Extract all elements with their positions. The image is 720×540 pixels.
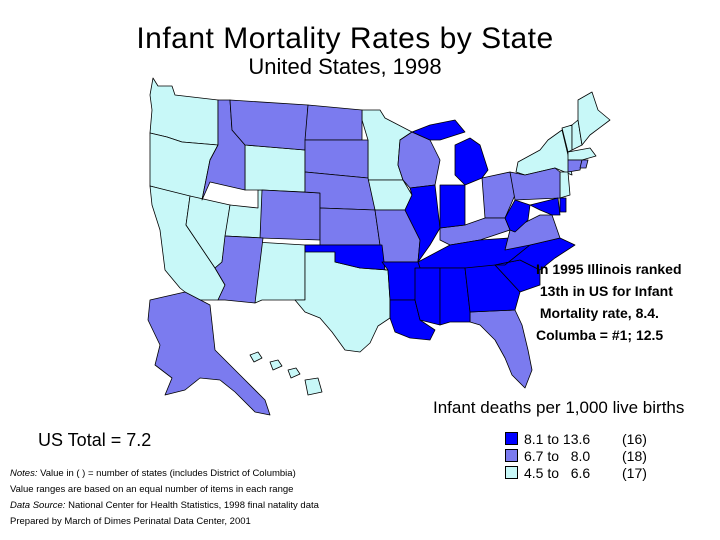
- legend-swatch-mid: [505, 449, 518, 462]
- state-montana: [229, 99, 309, 151]
- state-virginia: [504, 214, 561, 251]
- state-kansas: [319, 207, 381, 246]
- legend-range-high: 8.1 to 13.6: [524, 430, 591, 447]
- state-hawaii-2: [269, 359, 283, 371]
- state-wyoming: [244, 144, 306, 193]
- footnote-notes-text: Value in ( ) = number of states (include…: [37, 468, 296, 479]
- state-new-jersey: [559, 171, 571, 199]
- legend-range-low: 4.5 to 6.6: [524, 464, 591, 481]
- legend-title: Infant deaths per 1,000 live births: [433, 398, 685, 417]
- state-michigan-upper: [411, 119, 466, 141]
- footnote-prepared: Prepared by March of Dimes Perinatal Dat…: [10, 516, 251, 527]
- legend-count-low: (17): [622, 464, 647, 481]
- state-south-dakota: [304, 139, 369, 179]
- legend-count-mid: (18): [622, 447, 647, 464]
- state-maine: [577, 91, 611, 146]
- legend-swatch-high: [505, 432, 518, 445]
- legend-item-low: 4.5 to 6.6 (17): [505, 464, 672, 481]
- chart-title: Infant Mortality Rates by State: [136, 22, 554, 55]
- footnotes: Notes: Value in ( ) = number of states (…: [10, 466, 319, 530]
- state-hawaii-1: [249, 351, 263, 363]
- state-iowa: [367, 179, 413, 211]
- state-alaska: [147, 291, 271, 416]
- state-ohio: [481, 171, 516, 219]
- footnote-notes-label: Notes:: [10, 468, 38, 479]
- state-michigan: [454, 137, 489, 186]
- state-utah: [224, 189, 266, 239]
- footnote-source-label: Data Source:: [10, 500, 66, 511]
- state-delaware: [559, 197, 567, 213]
- legend-item-mid: 6.7 to 8.0 (18): [505, 447, 672, 464]
- footnote-notes: Notes: Value in ( ) = number of states (…: [10, 466, 319, 482]
- legend-range-mid: 6.7 to 8.0: [524, 447, 591, 464]
- state-new-york: [515, 129, 573, 176]
- illinois-note: In 1995 Illinois ranked 13th in US for I…: [536, 261, 682, 343]
- footnote-source: Data Source: National Center for Health …: [10, 498, 319, 514]
- state-hawaii-3: [287, 367, 301, 379]
- state-oklahoma: [304, 244, 389, 271]
- state-florida: [469, 309, 533, 389]
- state-north-dakota: [304, 104, 363, 141]
- footnote-source-text: National Center for Health Statistics, 1…: [65, 500, 319, 511]
- state-mississippi: [414, 267, 441, 326]
- state-colorado: [259, 189, 321, 241]
- state-hawaii-4: [304, 377, 323, 396]
- footnote-ranges: Value ranges are based on an equal numbe…: [10, 484, 294, 495]
- state-georgia: [464, 264, 521, 313]
- state-alabama: [439, 267, 471, 326]
- chart-subtitle: United States, 1998: [248, 54, 442, 79]
- state-west-virginia: [504, 199, 531, 233]
- us-total: US Total = 7.2: [38, 430, 152, 450]
- state-new-mexico: [254, 241, 306, 304]
- legend-swatch-low: [505, 466, 518, 479]
- state-arizona: [214, 235, 264, 304]
- legend-item-high: 8.1 to 13.6 (16): [505, 430, 672, 447]
- legend: 8.1 to 13.6 (16) 6.7 to 8.0 (18) 4.5 to …: [505, 430, 672, 481]
- state-rhode-island: [579, 159, 589, 169]
- legend-count-high: (16): [622, 430, 647, 447]
- state-maryland: [529, 197, 561, 216]
- state-washington[interactable]: [149, 77, 219, 146]
- state-massachusetts: [567, 147, 597, 161]
- state-connecticut: [567, 159, 583, 173]
- state-indiana: [439, 184, 466, 229]
